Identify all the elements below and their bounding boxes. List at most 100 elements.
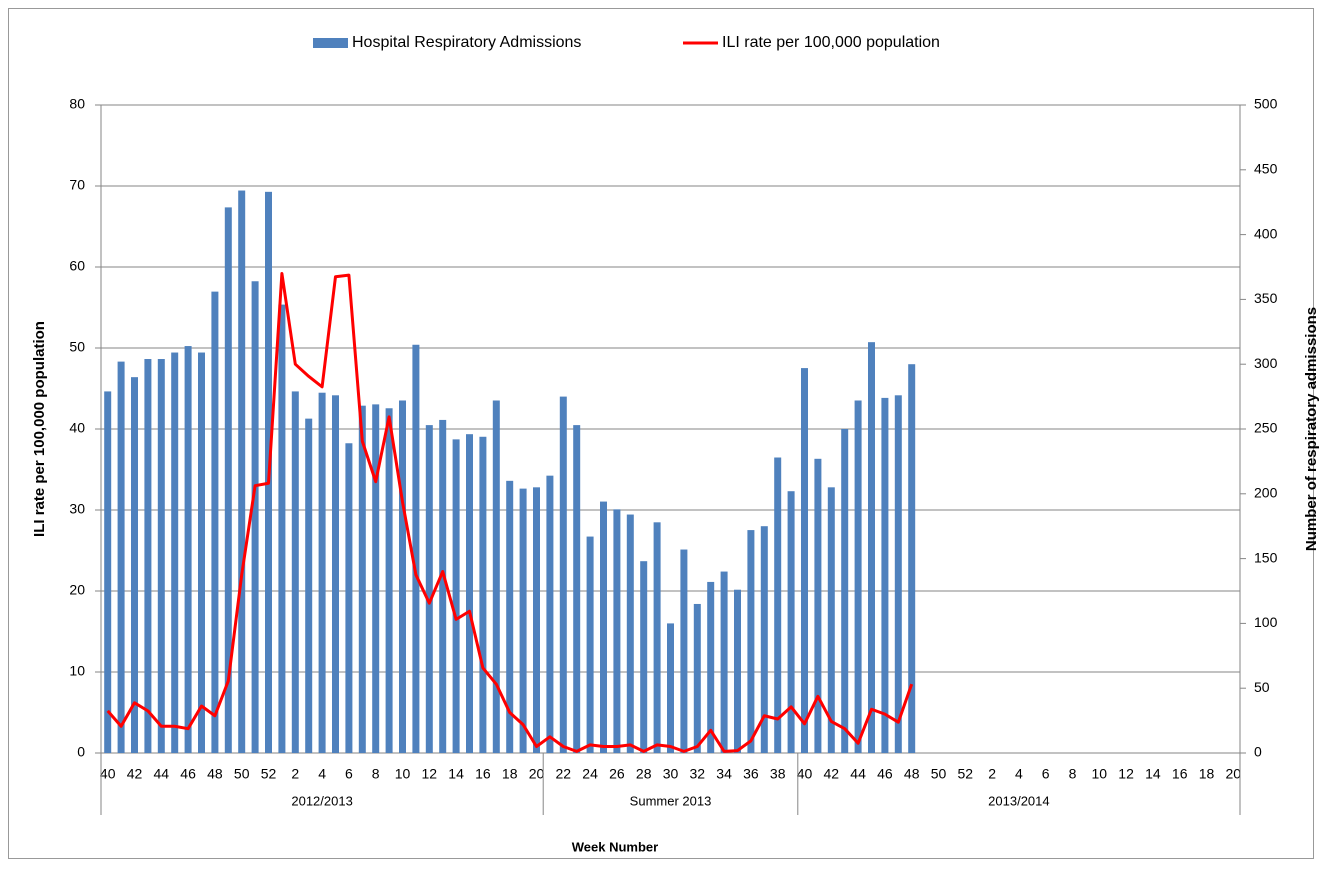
x-axis-title: Week Number [572,839,658,854]
x-tick-label: 20 [1226,766,1242,782]
y-tick-label: 20 [69,582,85,598]
bar [747,530,755,753]
x-tick-label: 8 [372,766,380,782]
bar [479,436,487,753]
x-tick-label: 12 [1118,766,1134,782]
bar [144,359,152,753]
bar [198,352,205,753]
x-tick-label: 42 [127,766,143,782]
bar [707,581,715,753]
x-tick-label: 36 [743,766,759,782]
bar [868,342,875,753]
y2-tick-label: 50 [1254,679,1270,695]
y2-tick-label: 150 [1254,549,1278,565]
group-label: 2013/2014 [988,793,1049,808]
x-tick-label: 16 [1172,766,1188,782]
x-tick-label: 48 [207,766,223,782]
x-tick-label: 8 [1069,766,1077,782]
x-tick-label: 6 [1042,766,1050,782]
bar [734,589,741,753]
y-tick-label: 80 [69,96,85,112]
bar [238,190,246,753]
x-tick-label: 40 [797,766,813,782]
bar [559,396,567,753]
bar [640,561,648,753]
bar [345,443,353,753]
x-tick-label: 52 [261,766,277,782]
y-tick-label: 0 [77,744,85,760]
bar [881,397,889,753]
bar [827,487,835,753]
bar [801,368,808,753]
x-tick-label: 14 [448,766,464,782]
bar [211,291,219,753]
x-tick-label: 46 [877,766,893,782]
bar [117,361,125,753]
bar [720,571,728,753]
x-tick-label: 28 [636,766,652,782]
bar [667,623,674,753]
line [106,271,914,753]
x-tick-label: 32 [690,766,706,782]
bar [613,509,621,753]
bar [278,304,286,753]
bar [332,395,339,753]
legend-label: ILI rate per 100,000 population [722,34,940,51]
y2-tick-label: 100 [1254,614,1278,630]
bar [452,439,460,753]
bar [399,400,406,753]
y2-tick-label: 300 [1254,355,1278,371]
bar [425,425,433,753]
y-tick-label: 40 [69,420,85,436]
bar [412,344,420,753]
x-tick-label: 50 [931,766,947,782]
group-label: 2012/2013 [291,793,352,808]
y-tick-label: 70 [69,177,85,193]
x-tick-label: 50 [234,766,250,782]
x-tick-label: 44 [154,766,170,782]
bar [841,429,849,753]
bar [586,536,594,753]
x-tick-label: 18 [1199,766,1215,782]
bar [305,418,313,753]
y2-tick-label: 250 [1254,420,1278,436]
bar [157,359,165,753]
x-tick-label: 34 [716,766,732,782]
bar [372,404,380,753]
x-tick-label: 26 [609,766,625,782]
x-tick-label: 38 [770,766,786,782]
bar [814,458,822,753]
bar [466,434,473,753]
x-tick-label: 12 [422,766,438,782]
bar [680,549,688,753]
x-tick-label: 10 [1092,766,1108,782]
bar [519,488,527,753]
x-tick-label: 44 [850,766,866,782]
bar [318,392,326,753]
y-tick-label: 60 [69,258,85,274]
x-tick-label: 42 [824,766,840,782]
bar [908,364,916,753]
bar [439,419,447,753]
x-tick-label: 14 [1145,766,1161,782]
bar [626,514,634,753]
y2-tick-label: 400 [1254,225,1278,241]
bar [600,501,607,753]
bar [224,207,232,753]
bar [774,457,782,753]
bar [653,522,661,753]
bar [894,395,902,753]
bar [171,352,179,753]
x-tick-label: 48 [904,766,920,782]
y2-tick-label: 450 [1254,161,1278,177]
x-tick-label: 20 [529,766,545,782]
legend-label: Hospital Respiratory Admissions [352,34,581,51]
x-tick-label: 52 [958,766,974,782]
x-tick-label: 18 [502,766,518,782]
bar [184,346,192,753]
x-tick-label: 2 [988,766,996,782]
x-tick-label: 6 [345,766,353,782]
x-tick-label: 46 [180,766,196,782]
x-tick-label: 16 [475,766,491,782]
